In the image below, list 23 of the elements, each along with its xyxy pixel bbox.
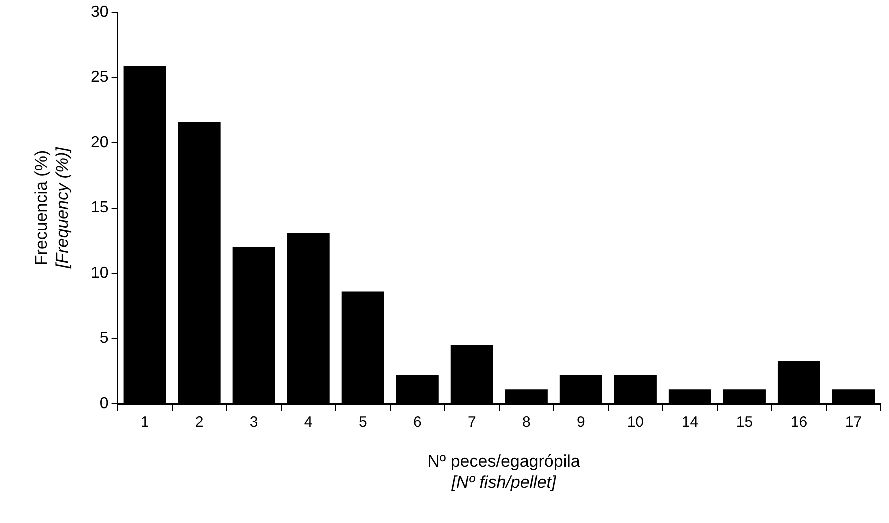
x-tick-label: 5	[358, 414, 368, 432]
y-tick-label: 25	[91, 69, 109, 86]
x-axis-title: Nº peces/egagrópila [Nº fish/pellet]	[428, 452, 580, 492]
x-tick-label: 8	[522, 414, 531, 432]
x-tick-label: 14	[682, 414, 699, 432]
y-tick-label: 10	[91, 264, 109, 282]
x-tick-label: 17	[845, 414, 862, 432]
y-tick-label: 5	[100, 330, 109, 348]
y-axis-title: Frecuencia (%) [Frequency (%)]	[32, 148, 72, 268]
x-tick-label: 2	[195, 414, 204, 432]
x-tick-label: 4	[304, 414, 313, 432]
x-tick-label: 6	[413, 414, 422, 432]
x-tick-label: 3	[250, 414, 258, 432]
x-tick-label: 15	[736, 414, 754, 432]
x-tick-label: 10	[627, 414, 644, 432]
x-tick-label: 1	[140, 414, 150, 432]
y-tick-label: 0	[100, 395, 109, 412]
x-tick-label: 7	[468, 414, 476, 432]
y-tick-label: 15	[91, 200, 109, 217]
y-tick-label: 30	[91, 4, 109, 22]
y-tick-label: 20	[91, 134, 109, 152]
x-tick-label: 9	[577, 414, 586, 432]
x-tick-label: 16	[790, 414, 808, 432]
